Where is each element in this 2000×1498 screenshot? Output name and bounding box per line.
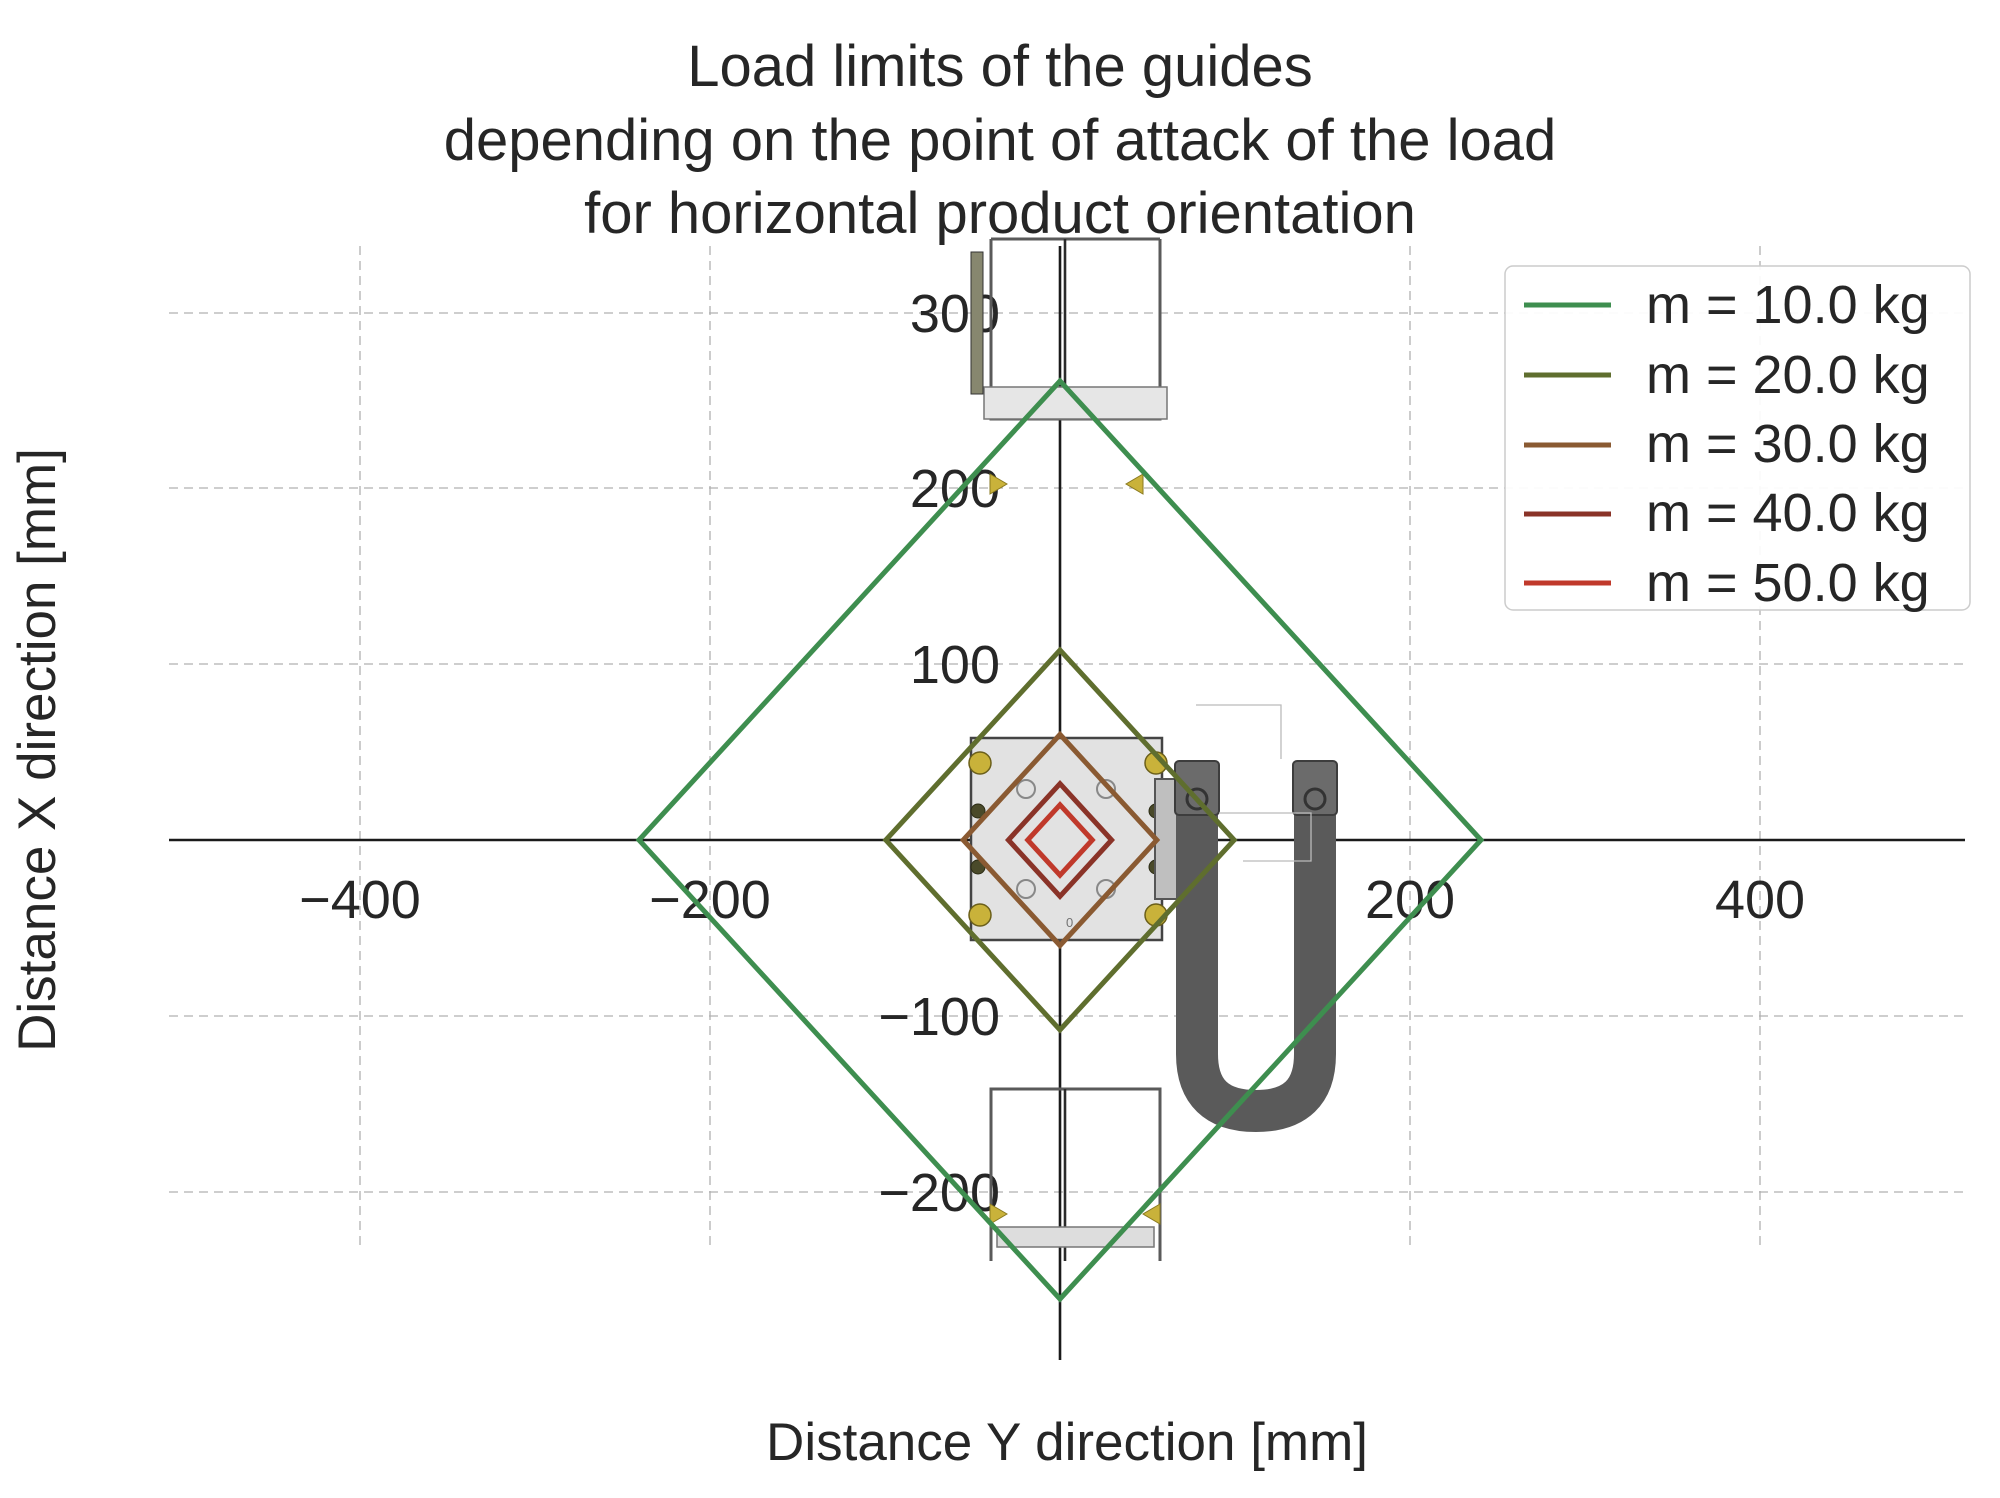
svg-text:Distance X direction [mm]: Distance X direction [mm] (8, 448, 67, 1052)
svg-text:m = 30.0 kg: m = 30.0 kg (1646, 414, 1930, 474)
svg-text:300: 300 (910, 284, 1000, 344)
svg-text:m = 10.0 kg: m = 10.0 kg (1646, 275, 1930, 335)
svg-text:m = 40.0 kg: m = 40.0 kg (1646, 483, 1930, 543)
svg-text:Distance Y direction [mm]: Distance Y direction [mm] (766, 1413, 1368, 1472)
svg-text:100: 100 (910, 635, 1000, 695)
svg-text:−400: −400 (299, 870, 421, 930)
svg-text:−100: −100 (878, 987, 1000, 1047)
svg-text:m = 50.0 kg: m = 50.0 kg (1646, 553, 1930, 613)
svg-text:400: 400 (1715, 870, 1805, 930)
svg-text:m = 20.0 kg: m = 20.0 kg (1646, 345, 1930, 405)
svg-text:200: 200 (910, 459, 1000, 519)
svg-text:0: 0 (1066, 915, 1073, 930)
